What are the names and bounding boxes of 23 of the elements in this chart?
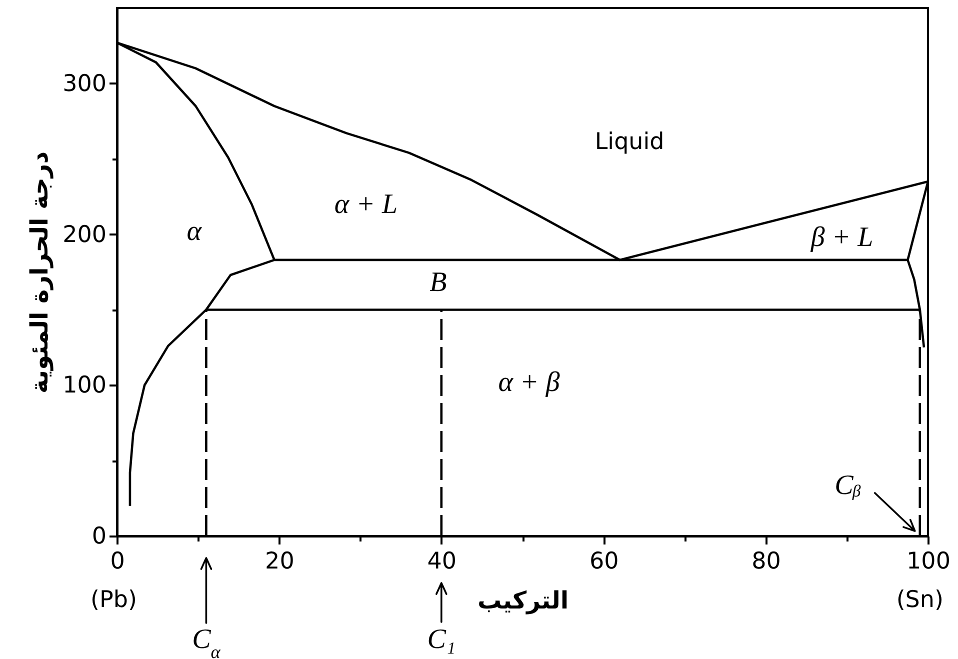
text: C₁ [427,624,456,656]
annotation: β + L [810,222,874,254]
y-tick-label: 300 [62,70,106,97]
text: (Pb) [90,586,137,613]
text: C$_{α}$ [192,624,221,659]
annotation: Cᵦ [834,470,862,501]
x-tick-label: 100 [906,548,950,574]
text: (Sn) [896,586,944,613]
x-tick-label: 0 [110,548,125,574]
x-tick-label: 80 [752,548,781,574]
y-axis-title: درجة الحرارة المئوية [26,151,54,394]
x-axis-title: التركيب [477,586,569,614]
x-tick-label: 60 [589,548,619,574]
y-tick-label: 0 [92,524,106,550]
x-tick-label: 40 [427,548,457,574]
annotation: α + β [498,366,560,398]
annotation: α [186,216,203,247]
annotation: Liquid [594,129,664,156]
y-tick-label: 100 [62,372,106,399]
y-tick-label: 200 [62,222,106,248]
annotation: α + L [334,188,398,220]
annotation: B [430,267,447,298]
x-tick-label: 20 [265,548,294,574]
